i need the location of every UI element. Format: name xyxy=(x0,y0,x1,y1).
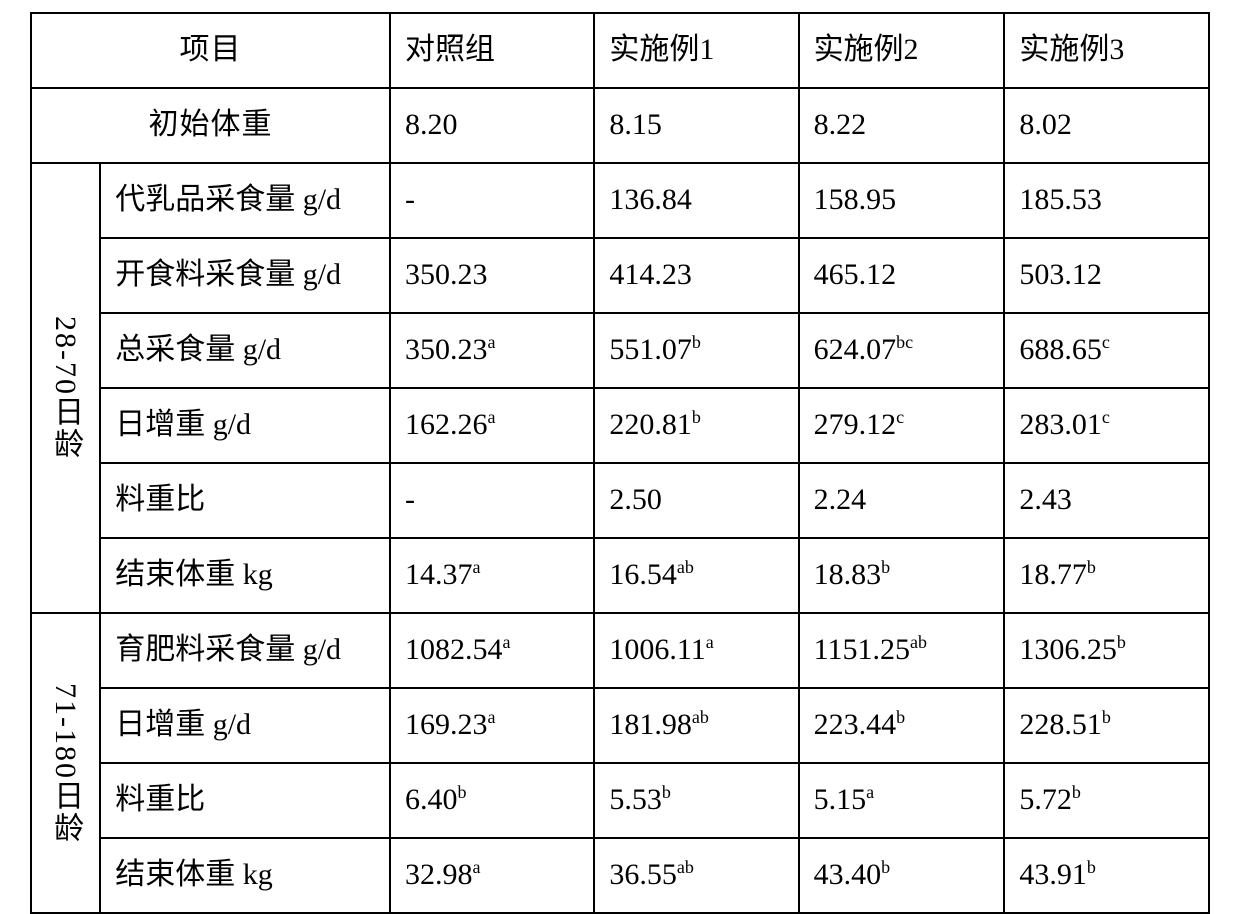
row-initial-weight-label: 初始体重 xyxy=(31,88,390,163)
cell-value: 551.07b xyxy=(594,313,798,388)
group1-label: 28-70日龄 xyxy=(31,163,100,613)
table-row: 71-180日龄 育肥料采食量 g/d 1082.54a 1006.11a 11… xyxy=(31,613,1209,688)
cell-value: 283.01c xyxy=(1004,388,1209,463)
cell-value: 624.07bc xyxy=(799,313,1005,388)
row-label: 代乳品采食量 g/d xyxy=(100,163,390,238)
table-row: 日增重 g/d 169.23a 181.98ab 223.44b 228.51b xyxy=(31,688,1209,763)
table-row: 开食料采食量 g/d 350.23 414.23 465.12 503.12 xyxy=(31,238,1209,313)
col-ex2: 实施例2 xyxy=(799,13,1005,88)
cell-value: 1082.54a xyxy=(390,613,594,688)
col-control: 对照组 xyxy=(390,13,594,88)
row-label: 料重比 xyxy=(100,463,390,538)
cell-value: 1151.25ab xyxy=(799,613,1005,688)
table-row: 28-70日龄 代乳品采食量 g/d - 136.84 158.95 185.5… xyxy=(31,163,1209,238)
row-label: 结束体重 kg xyxy=(100,838,390,913)
cell-value: 228.51b xyxy=(1004,688,1209,763)
cell-value: 2.24 xyxy=(799,463,1005,538)
table-row: 料重比 6.40b 5.53b 5.15a 5.72b xyxy=(31,763,1209,838)
cell-value: 32.98a xyxy=(390,838,594,913)
cell-value: 8.15 xyxy=(594,88,798,163)
table-row: 料重比 - 2.50 2.24 2.43 xyxy=(31,463,1209,538)
cell-value: 8.22 xyxy=(799,88,1005,163)
cell-value: 1306.25b xyxy=(1004,613,1209,688)
col-item: 项目 xyxy=(31,13,390,88)
table-row: 总采食量 g/d 350.23a 551.07b 624.07bc 688.65… xyxy=(31,313,1209,388)
row-label: 料重比 xyxy=(100,763,390,838)
cell-value: 5.53b xyxy=(594,763,798,838)
cell-value: 8.02 xyxy=(1004,88,1209,163)
cell-value: - xyxy=(390,463,594,538)
cell-value: 414.23 xyxy=(594,238,798,313)
cell-value: 688.65c xyxy=(1004,313,1209,388)
cell-value: 162.26a xyxy=(390,388,594,463)
cell-value: 16.54ab xyxy=(594,538,798,613)
table-row: 结束体重 kg 32.98a 36.55ab 43.40b 43.91b xyxy=(31,838,1209,913)
cell-value: 18.83b xyxy=(799,538,1005,613)
cell-value: 2.43 xyxy=(1004,463,1209,538)
col-ex3: 实施例3 xyxy=(1004,13,1209,88)
cell-value: 181.98ab xyxy=(594,688,798,763)
cell-value: 503.12 xyxy=(1004,238,1209,313)
cell-value: 169.23a xyxy=(390,688,594,763)
col-ex1: 实施例1 xyxy=(594,13,798,88)
cell-value: 223.44b xyxy=(799,688,1005,763)
cell-value: 5.15a xyxy=(799,763,1005,838)
table-row: 结束体重 kg 14.37a 16.54ab 18.83b 18.77b xyxy=(31,538,1209,613)
row-label: 育肥料采食量 g/d xyxy=(100,613,390,688)
cell-value: 6.40b xyxy=(390,763,594,838)
cell-value: - xyxy=(390,163,594,238)
cell-value: 43.40b xyxy=(799,838,1005,913)
cell-value: 465.12 xyxy=(799,238,1005,313)
row-label: 开食料采食量 g/d xyxy=(100,238,390,313)
cell-value: 1006.11a xyxy=(594,613,798,688)
cell-value: 185.53 xyxy=(1004,163,1209,238)
row-label: 日增重 g/d xyxy=(100,388,390,463)
row-label: 结束体重 kg xyxy=(100,538,390,613)
cell-value: 279.12c xyxy=(799,388,1005,463)
row-label: 总采食量 g/d xyxy=(100,313,390,388)
table-header-row: 项目 对照组 实施例1 实施例2 实施例3 xyxy=(31,13,1209,88)
cell-value: 2.50 xyxy=(594,463,798,538)
cell-value: 350.23 xyxy=(390,238,594,313)
cell-value: 220.81b xyxy=(594,388,798,463)
cell-value: 14.37a xyxy=(390,538,594,613)
table-row: 初始体重 8.20 8.15 8.22 8.02 xyxy=(31,88,1209,163)
row-label: 日增重 g/d xyxy=(100,688,390,763)
data-table: 项目 对照组 实施例1 实施例2 实施例3 初始体重 8.20 8.15 8.2… xyxy=(30,12,1210,914)
cell-value: 18.77b xyxy=(1004,538,1209,613)
cell-value: 158.95 xyxy=(799,163,1005,238)
cell-value: 36.55ab xyxy=(594,838,798,913)
cell-value: 43.91b xyxy=(1004,838,1209,913)
cell-value: 5.72b xyxy=(1004,763,1209,838)
cell-value: 8.20 xyxy=(390,88,594,163)
cell-value: 136.84 xyxy=(594,163,798,238)
table-row: 日增重 g/d 162.26a 220.81b 279.12c 283.01c xyxy=(31,388,1209,463)
cell-value: 350.23a xyxy=(390,313,594,388)
group2-label: 71-180日龄 xyxy=(31,613,100,913)
